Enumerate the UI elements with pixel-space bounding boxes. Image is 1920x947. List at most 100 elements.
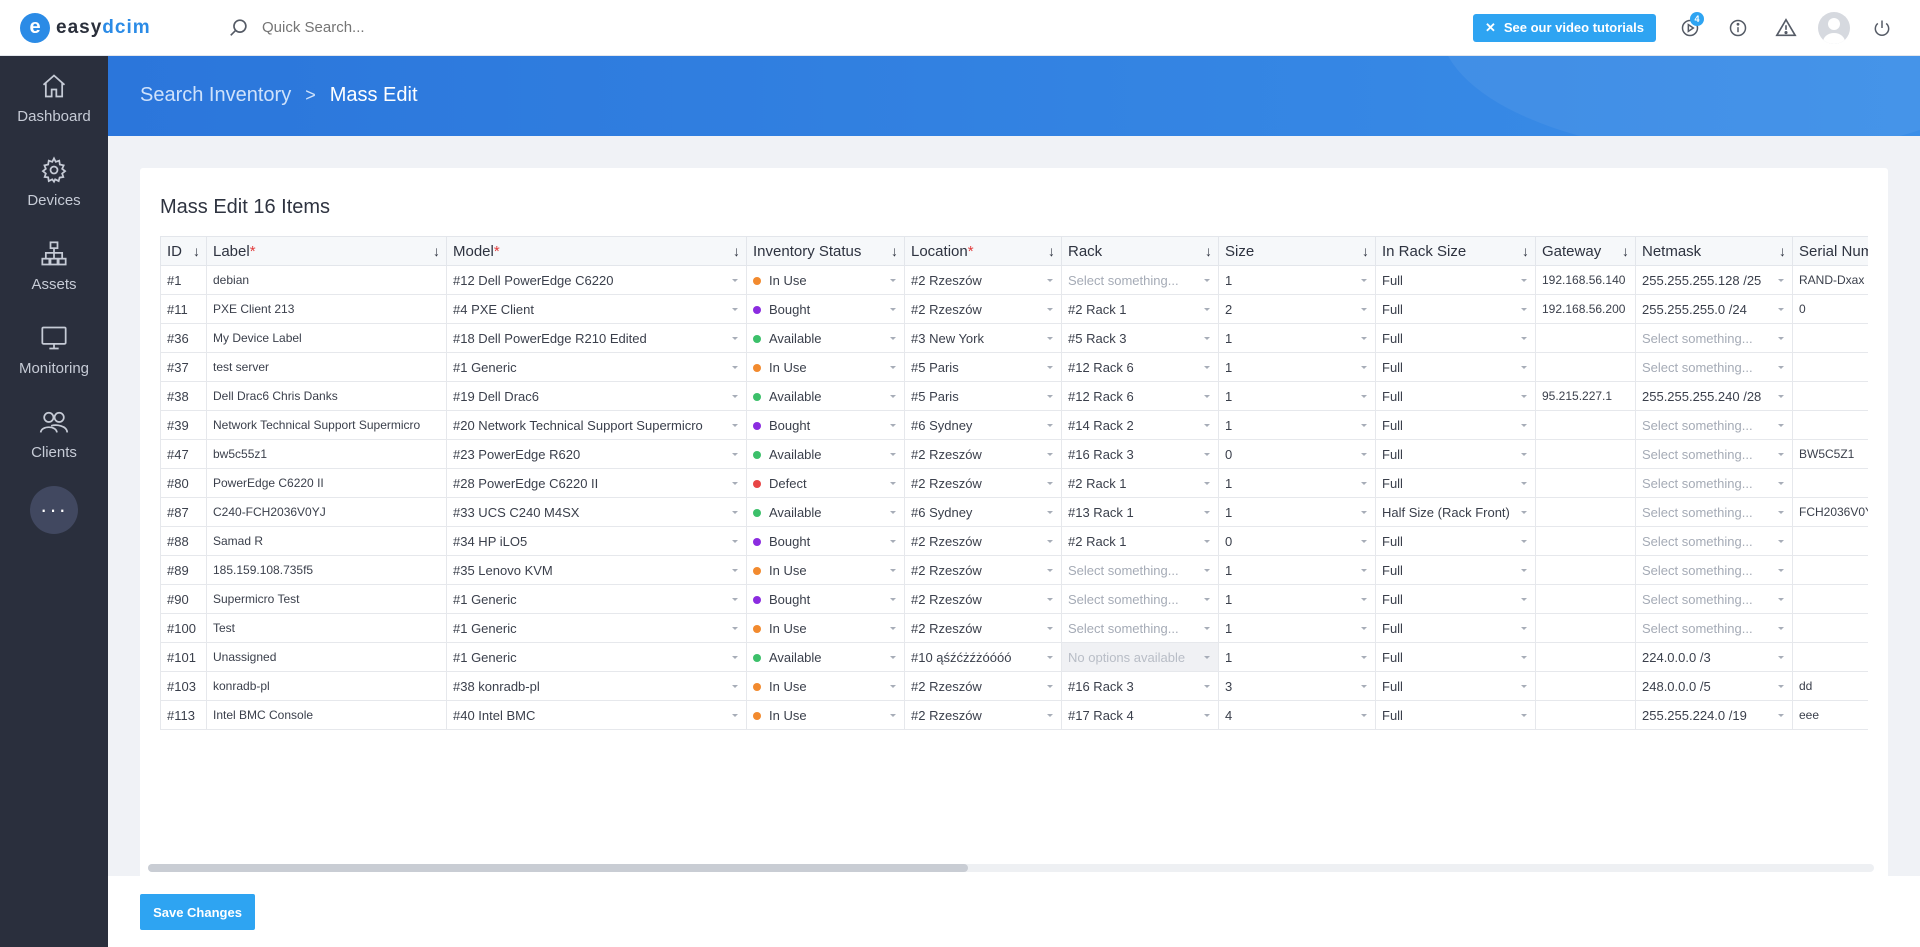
sidebar-item-clients[interactable]: Clients bbox=[0, 392, 108, 476]
cell-netmask-select[interactable]: Select something... bbox=[1635, 352, 1793, 382]
cell-status-select[interactable]: Available bbox=[746, 497, 905, 527]
cell-model-select[interactable]: #33 UCS C240 M4SX bbox=[446, 497, 747, 527]
cell-status-select[interactable]: In Use bbox=[746, 700, 905, 730]
cell-gateway-input[interactable] bbox=[1535, 555, 1636, 585]
cell-location-select[interactable]: #2 Rzeszów bbox=[904, 700, 1062, 730]
cell-serial-input[interactable]: RAND-Dxax bbox=[1792, 265, 1868, 295]
cell-model-select[interactable]: #28 PowerEdge C6220 II bbox=[446, 468, 747, 498]
cell-rack-select[interactable]: #13 Rack 1 bbox=[1061, 497, 1219, 527]
cell-model-select[interactable]: #40 Intel BMC bbox=[446, 700, 747, 730]
cell-rack-select[interactable]: Select something... bbox=[1061, 584, 1219, 614]
cell-size-select[interactable]: 1 bbox=[1218, 584, 1376, 614]
cell-location-select[interactable]: #2 Rzeszów bbox=[904, 584, 1062, 614]
cell-in-rack-size-select[interactable]: Half Size (Rack Front) bbox=[1375, 497, 1536, 527]
cell-rack-select[interactable]: #16 Rack 3 bbox=[1061, 671, 1219, 701]
cell-size-select[interactable]: 1 bbox=[1218, 323, 1376, 353]
cell-in-rack-size-select[interactable]: Full bbox=[1375, 439, 1536, 469]
cell-gateway-input[interactable] bbox=[1535, 642, 1636, 672]
cell-serial-input[interactable] bbox=[1792, 613, 1868, 643]
more-menu-button[interactable]: ··· bbox=[30, 486, 78, 534]
cell-in-rack-size-select[interactable]: Full bbox=[1375, 381, 1536, 411]
alerts-button[interactable] bbox=[1762, 4, 1810, 52]
cell-location-select[interactable]: #2 Rzeszów bbox=[904, 526, 1062, 556]
cell-location-select[interactable]: #6 Sydney bbox=[904, 410, 1062, 440]
cell-serial-input[interactable]: eee bbox=[1792, 700, 1868, 730]
search-icon[interactable] bbox=[228, 17, 250, 39]
cell-in-rack-size-select[interactable]: Full bbox=[1375, 323, 1536, 353]
cell-in-rack-size-select[interactable]: Full bbox=[1375, 671, 1536, 701]
cell-rack-select[interactable]: #12 Rack 6 bbox=[1061, 381, 1219, 411]
cell-netmask-select[interactable]: Select something... bbox=[1635, 497, 1793, 527]
cell-status-select[interactable]: Available bbox=[746, 439, 905, 469]
cell-model-select[interactable]: #38 konradb-pl bbox=[446, 671, 747, 701]
cell-label-input[interactable]: PXE Client 213 bbox=[206, 294, 447, 324]
cell-model-select[interactable]: #19 Dell Drac6 bbox=[446, 381, 747, 411]
cell-model-select[interactable]: #20 Network Technical Support Supermicro bbox=[446, 410, 747, 440]
cell-model-select[interactable]: #1 Generic bbox=[446, 352, 747, 382]
cell-netmask-select[interactable]: 224.0.0.0 /3 bbox=[1635, 642, 1793, 672]
sidebar-item-assets[interactable]: Assets bbox=[0, 224, 108, 308]
cell-netmask-select[interactable]: Select something... bbox=[1635, 323, 1793, 353]
notifications-button[interactable]: 4 bbox=[1666, 4, 1714, 52]
cell-model-select[interactable]: #1 Generic bbox=[446, 613, 747, 643]
cell-in-rack-size-select[interactable]: Full bbox=[1375, 613, 1536, 643]
cell-status-select[interactable]: In Use bbox=[746, 265, 905, 295]
cell-in-rack-size-select[interactable]: Full bbox=[1375, 265, 1536, 295]
column-header[interactable]: Label* ↓ bbox=[206, 236, 447, 266]
cell-rack-select[interactable]: #2 Rack 1 bbox=[1061, 468, 1219, 498]
cell-gateway-input[interactable]: 192.168.56.140 bbox=[1535, 265, 1636, 295]
cell-status-select[interactable]: Available bbox=[746, 323, 905, 353]
cell-serial-input[interactable]: FCH2036V0Y bbox=[1792, 497, 1868, 527]
cell-gateway-input[interactable] bbox=[1535, 671, 1636, 701]
cell-model-select[interactable]: #12 Dell PowerEdge C6220 bbox=[446, 265, 747, 295]
cell-netmask-select[interactable]: Select something... bbox=[1635, 584, 1793, 614]
info-button[interactable] bbox=[1714, 4, 1762, 52]
cell-location-select[interactable]: #3 New York bbox=[904, 323, 1062, 353]
quick-search-input[interactable] bbox=[262, 19, 562, 36]
cell-netmask-select[interactable]: Select something... bbox=[1635, 555, 1793, 585]
cell-in-rack-size-select[interactable]: Full bbox=[1375, 555, 1536, 585]
cell-location-select[interactable]: #2 Rzeszów bbox=[904, 468, 1062, 498]
cell-rack-select[interactable]: #16 Rack 3 bbox=[1061, 439, 1219, 469]
cell-gateway-input[interactable] bbox=[1535, 468, 1636, 498]
cell-rack-select[interactable]: #14 Rack 2 bbox=[1061, 410, 1219, 440]
cell-netmask-select[interactable]: Select something... bbox=[1635, 439, 1793, 469]
cell-size-select[interactable]: 1 bbox=[1218, 613, 1376, 643]
cell-size-select[interactable]: 1 bbox=[1218, 381, 1376, 411]
cell-netmask-select[interactable]: Select something... bbox=[1635, 410, 1793, 440]
cell-label-input[interactable]: bw5c55z1 bbox=[206, 439, 447, 469]
cell-model-select[interactable]: #23 PowerEdge R620 bbox=[446, 439, 747, 469]
column-header[interactable]: Rack ↓ bbox=[1061, 236, 1219, 266]
cell-gateway-input[interactable] bbox=[1535, 584, 1636, 614]
cell-location-select[interactable]: #2 Rzeszów bbox=[904, 439, 1062, 469]
cell-location-select[interactable]: #6 Sydney bbox=[904, 497, 1062, 527]
cell-serial-input[interactable] bbox=[1792, 526, 1868, 556]
cell-netmask-select[interactable]: Select something... bbox=[1635, 468, 1793, 498]
cell-location-select[interactable]: #5 Paris bbox=[904, 381, 1062, 411]
cell-model-select[interactable]: #34 HP iLO5 bbox=[446, 526, 747, 556]
cell-size-select[interactable]: 1 bbox=[1218, 497, 1376, 527]
sidebar-item-dashboard[interactable]: Dashboard bbox=[0, 56, 108, 140]
cell-status-select[interactable]: In Use bbox=[746, 613, 905, 643]
cell-status-select[interactable]: Bought bbox=[746, 584, 905, 614]
sort-arrow-icon[interactable]: ↓ bbox=[1522, 243, 1529, 259]
cell-rack-select[interactable]: Select something... bbox=[1061, 555, 1219, 585]
cell-label-input[interactable]: Network Technical Support Supermicro bbox=[206, 410, 447, 440]
cell-status-select[interactable]: Defect bbox=[746, 468, 905, 498]
cell-in-rack-size-select[interactable]: Full bbox=[1375, 642, 1536, 672]
column-header[interactable]: Location* ↓ bbox=[904, 236, 1062, 266]
column-header[interactable]: Gateway ↓ bbox=[1535, 236, 1636, 266]
sort-arrow-icon[interactable]: ↓ bbox=[433, 243, 440, 259]
cell-gateway-input[interactable] bbox=[1535, 700, 1636, 730]
cell-size-select[interactable]: 4 bbox=[1218, 700, 1376, 730]
cell-label-input[interactable]: Unassigned bbox=[206, 642, 447, 672]
cell-gateway-input[interactable] bbox=[1535, 352, 1636, 382]
cell-netmask-select[interactable]: Select something... bbox=[1635, 526, 1793, 556]
sort-arrow-icon[interactable]: ↓ bbox=[1205, 243, 1212, 259]
cell-netmask-select[interactable]: 255.255.255.0 /24 bbox=[1635, 294, 1793, 324]
sort-arrow-icon[interactable]: ↓ bbox=[891, 243, 898, 259]
column-header[interactable]: ID ↓ bbox=[160, 236, 207, 266]
cell-size-select[interactable]: 1 bbox=[1218, 410, 1376, 440]
cell-size-select[interactable]: 1 bbox=[1218, 265, 1376, 295]
cell-location-select[interactable]: #2 Rzeszów bbox=[904, 671, 1062, 701]
